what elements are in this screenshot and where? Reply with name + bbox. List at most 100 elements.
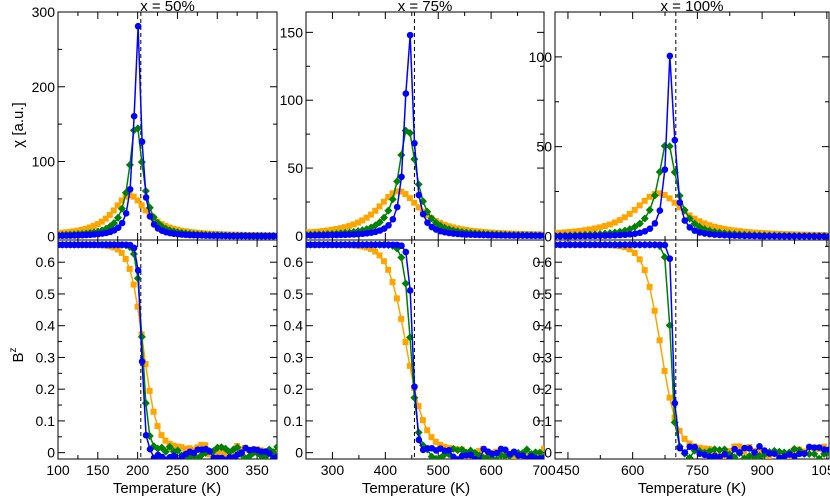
orange-bz-point xyxy=(428,434,435,441)
blue-bz-point xyxy=(406,287,414,294)
y-axis-label-bz-superscript: z xyxy=(8,347,19,352)
green-bz-point xyxy=(165,442,174,451)
blue-chi-point xyxy=(586,232,594,240)
blue-chi-point xyxy=(815,232,823,240)
blue-chi-point xyxy=(736,232,743,239)
orange-bz-point xyxy=(661,367,668,374)
green-chi-point xyxy=(690,219,699,228)
blue-bz-point xyxy=(445,446,453,454)
orange-chi-point xyxy=(328,226,335,233)
bz-y-tick-label: 0.1 xyxy=(36,413,56,429)
orange-bz-point xyxy=(174,443,181,450)
orange-bz-point xyxy=(222,451,229,458)
orange-bz-point xyxy=(202,442,209,449)
blue-chi-point xyxy=(751,232,758,240)
orange-bz-point xyxy=(398,315,405,322)
x-tick-label: 300 xyxy=(206,462,230,478)
orange-chi-point xyxy=(402,191,409,198)
blue-bz-point xyxy=(761,447,768,454)
panels: x = 50%100 150 200 250 300 350010020030000.10… xyxy=(32,0,830,478)
green-chi-line xyxy=(58,127,277,237)
orange-chi-point xyxy=(586,226,593,233)
blue-bz-point xyxy=(766,450,773,457)
blue-chi-point xyxy=(820,232,828,240)
green-chi-point xyxy=(645,206,654,215)
orange-chi-point xyxy=(676,204,683,211)
green-bz-point xyxy=(493,455,500,459)
blue-bz-point xyxy=(138,358,146,365)
blue-bz-line xyxy=(555,244,829,459)
orange-chi-point xyxy=(671,199,678,206)
orange-chi-point xyxy=(596,224,603,231)
blue-chi-point xyxy=(114,224,122,231)
green-chi-point xyxy=(133,124,142,133)
green-bz-point xyxy=(740,454,749,459)
blue-bz-point xyxy=(696,450,704,457)
orange-chi-point xyxy=(98,218,105,225)
x-axis-label-panel-3: Temperature (K) xyxy=(638,480,746,497)
orange-chi-point xyxy=(393,188,400,195)
orange-bz-point xyxy=(238,446,245,453)
blue-chi-point xyxy=(781,232,788,240)
blue-chi-point xyxy=(385,221,392,229)
orange-chi-point xyxy=(581,227,588,234)
bz-y-tick-label: 0.1 xyxy=(533,413,553,429)
blue-bz-point xyxy=(576,241,584,249)
green-bz-point xyxy=(173,446,182,455)
panel-title: x = 75% xyxy=(398,0,453,15)
green-bz-point xyxy=(161,447,170,456)
blue-chi-point xyxy=(419,210,427,218)
green-chi-point xyxy=(410,155,419,164)
y-axis-label-bz: Bz xyxy=(8,347,27,362)
orange-chi-point xyxy=(102,215,109,222)
orange-bz-line xyxy=(306,244,544,459)
x-tick-label: 450 xyxy=(556,462,580,478)
green-chi-point xyxy=(137,158,146,167)
orange-chi-point xyxy=(691,215,698,222)
blue-bz-point xyxy=(591,241,599,249)
blue-chi-point xyxy=(122,210,130,217)
blue-bz-point xyxy=(510,448,518,456)
orange-chi-point xyxy=(130,193,137,200)
orange-bz-point xyxy=(367,246,374,253)
chi-plot-frame xyxy=(57,11,278,241)
blue-chi-point xyxy=(761,232,768,240)
orange-chi-point xyxy=(711,223,718,230)
orange-chi-point xyxy=(576,227,583,234)
blue-bz-point xyxy=(656,241,664,249)
x-tick-label: 250 xyxy=(166,462,190,478)
blue-bz-point xyxy=(711,452,718,459)
bz-y-tick-label: 0 xyxy=(47,445,55,461)
blue-chi-point xyxy=(626,231,634,238)
panel-2: x = 75%300 400 500 600 70005010015000.10.20.… xyxy=(280,0,556,478)
series-layer xyxy=(306,31,544,459)
green-chi-point xyxy=(117,204,126,213)
x-tick-label: 750 xyxy=(686,462,710,478)
chi-y-tick-label: 0 xyxy=(295,228,303,244)
blue-chi-point xyxy=(791,232,798,240)
blue-bz-point xyxy=(467,451,475,459)
green-chi-point xyxy=(640,214,649,223)
orange-chi-point xyxy=(118,197,125,204)
series-layer xyxy=(58,22,277,459)
blue-bz-point xyxy=(601,241,609,249)
green-bz-point xyxy=(436,453,445,459)
bz-plot-frame xyxy=(57,239,278,460)
orange-bz-point xyxy=(676,427,683,434)
blue-chi-point xyxy=(716,231,723,239)
blue-bz-point xyxy=(736,449,743,456)
orange-chi-point xyxy=(656,190,663,197)
orange-chi-point xyxy=(354,219,361,226)
orange-bz-point xyxy=(142,361,149,368)
blue-chi-point xyxy=(726,232,733,239)
orange-bz-point xyxy=(218,448,225,455)
orange-bz-point xyxy=(541,445,544,452)
orange-bz-point xyxy=(641,267,648,274)
orange-bz-point xyxy=(626,246,633,253)
blue-bz-point xyxy=(616,241,624,249)
green-bz-point xyxy=(397,253,406,262)
blue-chi-point xyxy=(274,232,277,240)
orange-chi-point xyxy=(641,197,648,204)
blue-chi-point xyxy=(616,231,624,239)
bz-y-tick-label: 0.2 xyxy=(284,381,304,397)
